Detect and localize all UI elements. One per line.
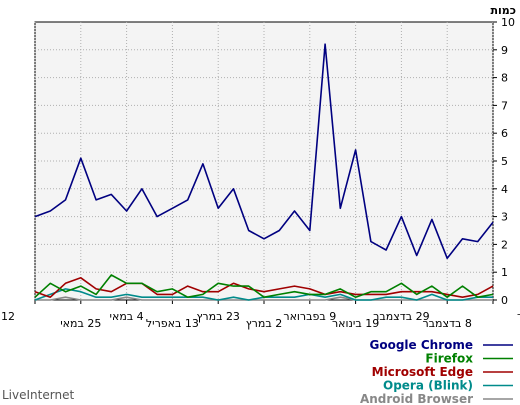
y-tick-label: 3: [501, 211, 508, 224]
series-line-firefox: [34, 274, 494, 299]
y-tick-label: 8: [501, 72, 508, 85]
series-line-google-chrome: [34, 43, 494, 260]
x-tick-label: 29 בדצמבר: [373, 310, 429, 323]
x-tick-label: 25 במאי: [60, 317, 101, 330]
y-tick-label: 1: [501, 266, 508, 279]
x-tick-label: 17 בנובמבר: [517, 310, 520, 323]
series-line-microsoft-edge: [34, 276, 494, 299]
y-tick-label: 0: [501, 294, 508, 307]
legend-label-firefox: Firefox: [425, 352, 473, 366]
y-tick-label: 9: [501, 44, 508, 57]
x-tick-label: 9 בפברואר: [283, 310, 336, 323]
y-tick-label: 10: [501, 16, 515, 29]
y-axis-label: כמות: [491, 4, 516, 17]
legend-label-microsoft-edge: Microsoft Edge: [372, 365, 473, 379]
x-tick-label: 19 בינואר: [332, 317, 379, 330]
y-tick-label: 7: [501, 99, 508, 112]
x-tick-label: 4 במאי: [110, 310, 144, 323]
y-tick-label: 2: [501, 238, 508, 251]
legend-label-opera-blink: Opera (Blink): [383, 379, 473, 393]
legend-label-google-chrome: Google Chrome: [369, 338, 473, 352]
y-tick-label: 4: [501, 183, 508, 196]
x-tick-label: 13 באפריל: [146, 317, 199, 330]
y-axis: 0 1 2 3 4 5 6 7 8 9 10: [493, 16, 515, 307]
x-tick-label: 8 בדצמבר: [422, 317, 471, 330]
legend-label-android-browser: Android Browser: [360, 392, 473, 405]
x-tick-label: 12 ביוני: [0, 310, 15, 323]
x-tick-label: 2 במרץ: [246, 317, 282, 330]
x-tick-label: 23 במרץ: [196, 310, 239, 323]
brand-label: LiveInternet: [2, 388, 74, 402]
y-tick-label: 6: [501, 127, 508, 140]
grid: [34, 22, 494, 300]
y-tick-label: 5: [501, 155, 508, 168]
series-lines: [34, 43, 494, 301]
